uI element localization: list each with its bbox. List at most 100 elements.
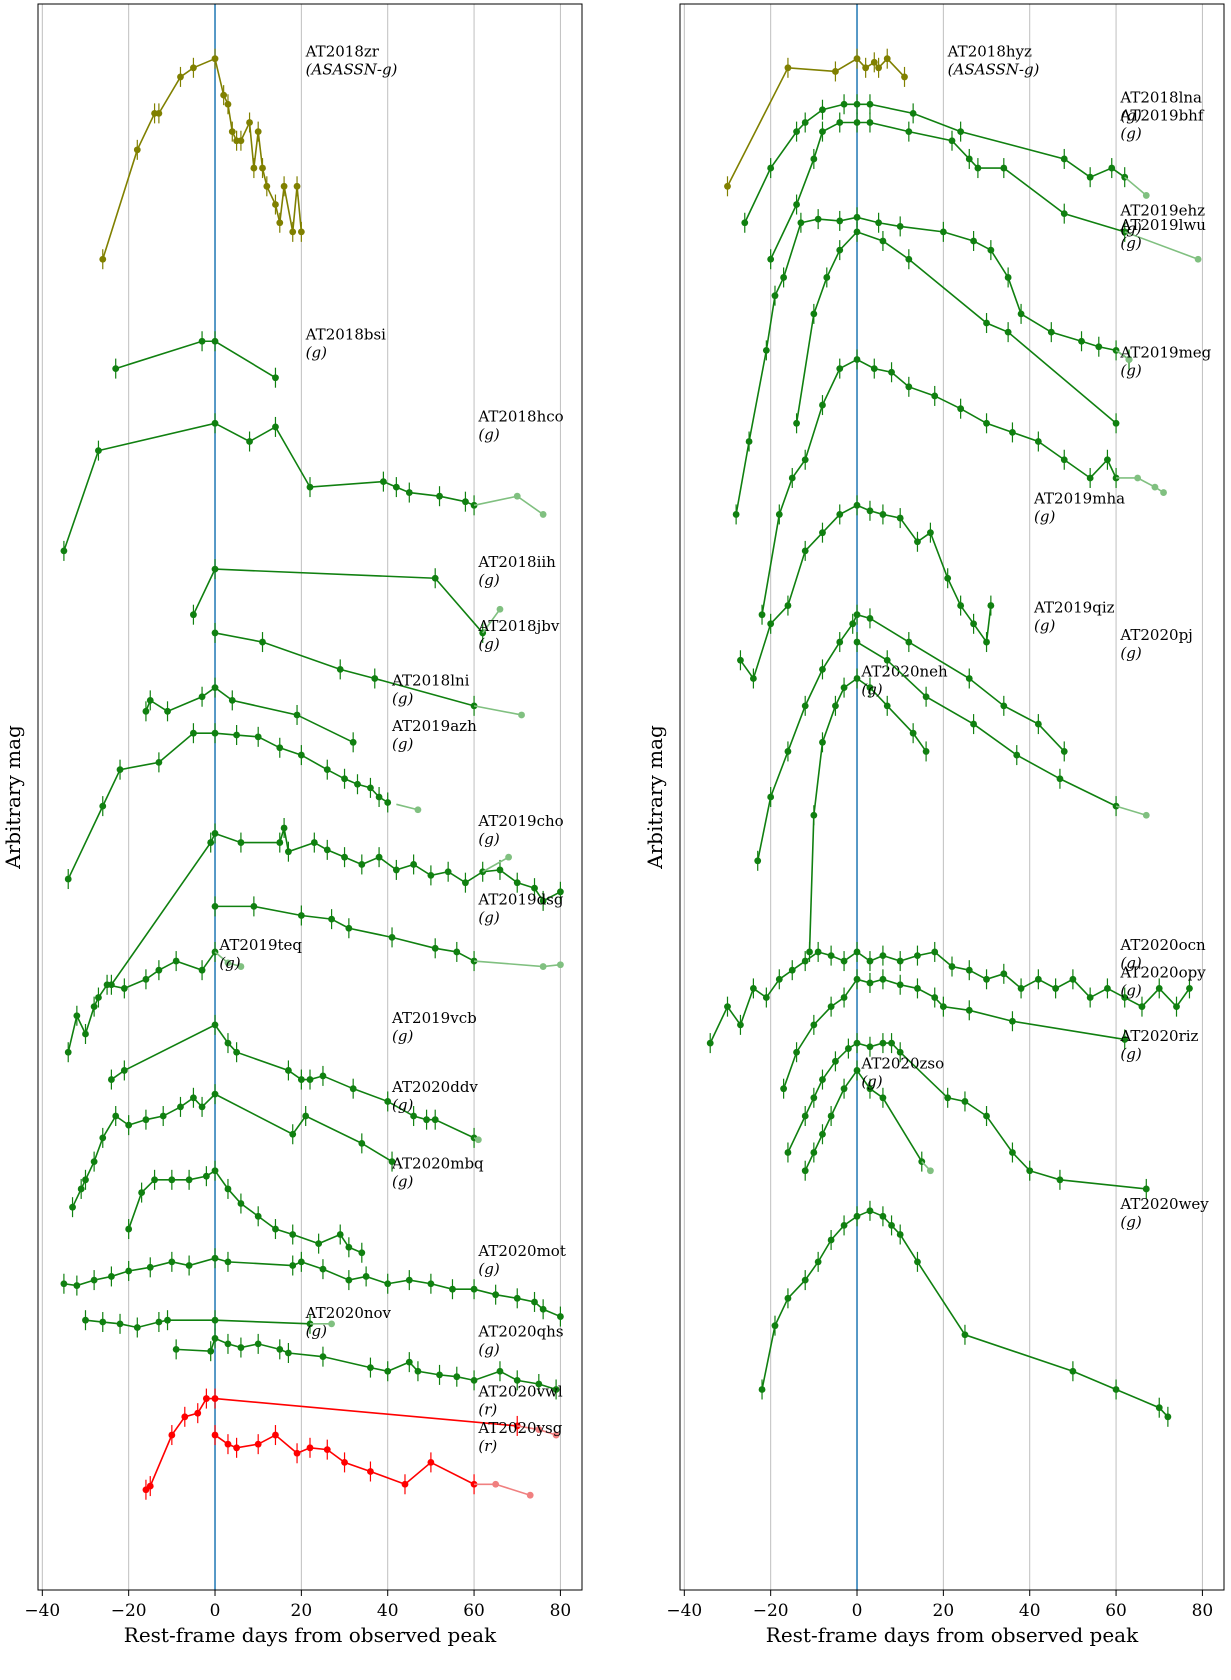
data-point <box>297 1076 305 1083</box>
series-label: AT2020zso <box>860 1054 944 1072</box>
data-point <box>888 368 895 376</box>
data-point <box>1186 985 1193 992</box>
data-point <box>983 975 990 983</box>
data-point <box>866 1207 874 1215</box>
data-point <box>237 839 245 846</box>
data-point <box>775 975 783 983</box>
y-axis-label: Arbitrary mag <box>1 725 25 870</box>
data-point <box>944 574 952 582</box>
data-point <box>810 811 818 819</box>
data-point <box>259 638 266 646</box>
data-point <box>836 511 844 518</box>
series-line <box>761 1209 1169 1418</box>
data-point <box>557 888 564 896</box>
data-point <box>254 733 262 741</box>
data-point <box>814 1258 822 1266</box>
data-point <box>901 73 908 81</box>
data-point <box>90 1276 98 1284</box>
data-point <box>724 182 731 190</box>
data-point <box>64 1048 72 1056</box>
series-line <box>735 216 1130 515</box>
data-point <box>107 1076 115 1083</box>
data-point <box>866 1085 874 1093</box>
data-point <box>866 100 874 108</box>
data-point <box>405 1358 413 1366</box>
data-point <box>767 164 775 172</box>
data-point <box>362 1273 370 1280</box>
data-point <box>888 1039 895 1047</box>
data-point <box>866 507 874 515</box>
series-AT2019ehz: AT2019ehz(g) <box>732 201 1205 525</box>
data-point <box>133 1324 141 1331</box>
data-point <box>1112 1386 1120 1393</box>
data-point <box>745 438 753 445</box>
series-label: AT2019bhf <box>1119 106 1204 124</box>
series-line <box>145 686 354 744</box>
data-point <box>1164 1413 1172 1421</box>
series-AT2020qhs: AT2020qhs(g) <box>172 1322 564 1400</box>
data-point <box>155 1318 163 1326</box>
data-point-faint <box>237 963 245 970</box>
data-point <box>289 1231 297 1238</box>
data-point <box>513 1422 521 1430</box>
data-point <box>819 1130 826 1138</box>
data-point <box>181 1413 189 1421</box>
series-label: AT2019lwu <box>1119 216 1206 234</box>
x-tick-label: 80 <box>1192 1601 1214 1621</box>
data-point <box>431 1116 439 1124</box>
data-point <box>531 1298 538 1306</box>
data-point <box>879 952 887 959</box>
series-line-faint <box>482 856 509 873</box>
data-point <box>246 438 253 445</box>
data-point <box>384 1280 392 1288</box>
data-point <box>211 1254 219 1262</box>
data-point <box>211 1335 219 1342</box>
data-point <box>814 948 822 956</box>
data-point <box>939 228 947 236</box>
data-point <box>965 1006 973 1014</box>
data-point <box>888 1222 895 1229</box>
series-label: AT2020pj <box>1119 626 1192 644</box>
data-point <box>237 137 245 145</box>
data-point <box>771 1322 779 1330</box>
x-tick-label: −20 <box>753 1601 789 1621</box>
data-point-faint <box>518 711 525 719</box>
data-point <box>190 729 197 737</box>
data-point <box>866 119 874 126</box>
series-label: AT2018hco <box>477 407 563 425</box>
data-point <box>1060 210 1068 218</box>
series-AT2019vcb: AT2019vcb(g) <box>107 1009 482 1148</box>
data-point <box>957 405 965 413</box>
data-point-faint <box>1194 255 1202 263</box>
data-point <box>73 1282 81 1289</box>
data-point <box>272 374 279 382</box>
series-label: AT2019qiz <box>1033 599 1115 617</box>
data-point <box>970 237 977 245</box>
data-point <box>237 1200 245 1207</box>
data-point <box>125 1267 133 1275</box>
data-point <box>749 985 757 992</box>
data-point <box>758 611 766 619</box>
data-point <box>875 64 883 72</box>
data-point <box>453 948 461 956</box>
data-point <box>254 1212 262 1220</box>
series-AT2018hco: AT2018hco(g) <box>60 407 564 561</box>
series-AT2020riz: AT2020riz(g) <box>784 1027 1199 1199</box>
data-point <box>870 365 878 372</box>
data-point <box>754 857 762 865</box>
data-point <box>358 1249 366 1257</box>
data-point <box>840 1085 848 1093</box>
data-point <box>879 1212 887 1220</box>
data-point <box>513 1294 521 1302</box>
data-point <box>202 1172 210 1180</box>
data-point <box>211 419 219 427</box>
x-tick-label: 20 <box>291 1601 313 1621</box>
data-point <box>142 975 150 983</box>
data-point <box>1000 164 1008 172</box>
data-point-faint <box>552 1431 560 1439</box>
data-point <box>237 1344 245 1351</box>
data-point <box>914 538 921 546</box>
y-axis-label: Arbitrary mag <box>643 725 667 870</box>
data-point <box>870 58 878 66</box>
data-point <box>125 1225 133 1233</box>
